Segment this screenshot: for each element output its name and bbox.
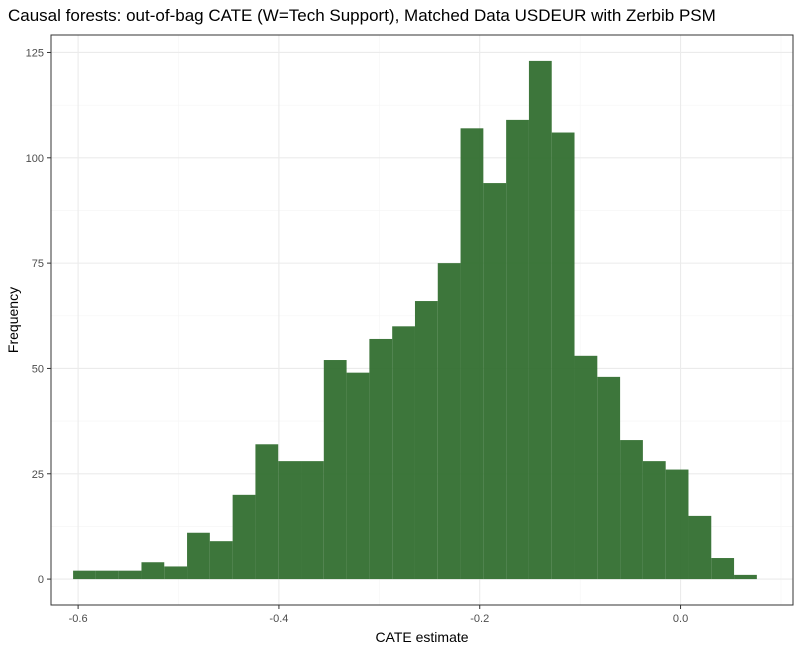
histogram-bar bbox=[73, 570, 96, 580]
y-tick-label: 75 bbox=[32, 258, 44, 270]
histogram-bar bbox=[665, 469, 689, 580]
histogram-bar bbox=[437, 263, 461, 580]
x-tick-label: -0.4 bbox=[269, 613, 288, 625]
histogram-bar bbox=[528, 60, 552, 580]
histogram-bar bbox=[118, 570, 142, 580]
histogram-bar bbox=[642, 461, 666, 580]
x-tick-label: 0.0 bbox=[673, 613, 688, 625]
histogram-bar bbox=[597, 376, 621, 580]
histogram-bar bbox=[620, 440, 643, 580]
histogram-bar bbox=[278, 461, 302, 580]
x-axis-title: CATE estimate bbox=[375, 629, 468, 645]
histogram-bar bbox=[255, 444, 279, 580]
histogram-bar bbox=[95, 570, 119, 580]
y-tick-label: 125 bbox=[26, 47, 44, 59]
histogram-bar bbox=[141, 562, 165, 580]
x-axis: -0.6 -0.4 -0.2 0.0 bbox=[69, 605, 688, 625]
histogram-bar bbox=[209, 541, 233, 580]
histogram-bar bbox=[323, 360, 347, 580]
x-tick-label: -0.2 bbox=[470, 613, 489, 625]
histogram-bar bbox=[551, 132, 575, 580]
histogram-bar bbox=[688, 515, 712, 580]
histogram-bar bbox=[460, 128, 484, 580]
histogram-bar bbox=[414, 301, 438, 580]
histogram-bars bbox=[73, 60, 757, 580]
histogram-bar bbox=[346, 372, 370, 580]
histogram-bar bbox=[711, 558, 735, 580]
histogram-bar bbox=[232, 494, 256, 580]
panel-border bbox=[50, 34, 794, 606]
y-axis-title: Frequency bbox=[5, 287, 21, 353]
histogram-bar bbox=[187, 532, 210, 580]
histogram-bar bbox=[164, 566, 188, 580]
x-tick-label: -0.6 bbox=[69, 613, 88, 625]
histogram-bar bbox=[392, 326, 415, 580]
histogram-bar bbox=[369, 338, 393, 580]
histogram-bar bbox=[483, 183, 507, 580]
y-tick-label: 25 bbox=[32, 469, 44, 481]
histogram-bar bbox=[574, 355, 598, 580]
y-tick-label: 100 bbox=[26, 153, 44, 165]
chart-title: Causal forests: out-of-bag CATE (W=Tech … bbox=[8, 6, 716, 25]
histogram-bar bbox=[301, 461, 324, 580]
y-tick-label: 50 bbox=[32, 363, 44, 375]
y-axis: 0 25 50 75 100 125 bbox=[26, 47, 51, 586]
histogram-bar bbox=[506, 119, 529, 580]
histogram-bar bbox=[734, 574, 757, 580]
y-tick-label: 0 bbox=[38, 574, 44, 586]
